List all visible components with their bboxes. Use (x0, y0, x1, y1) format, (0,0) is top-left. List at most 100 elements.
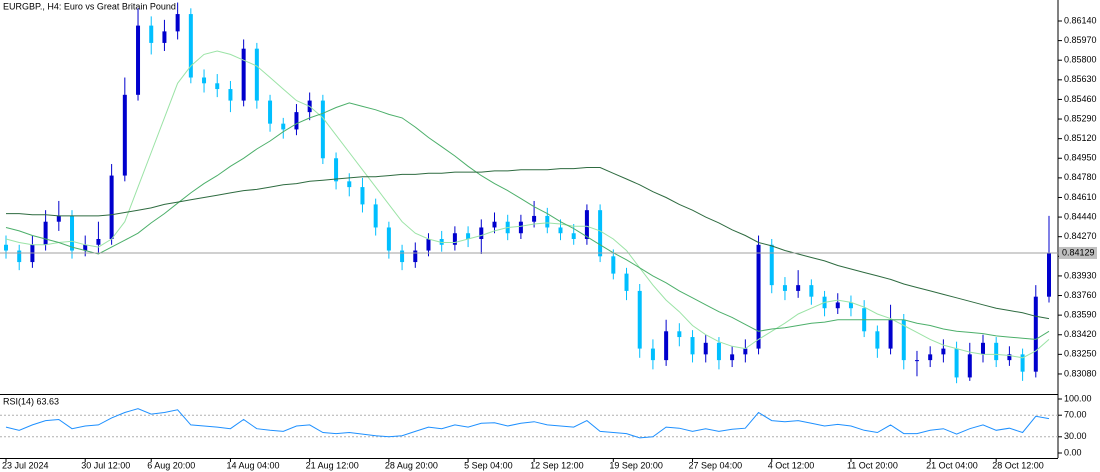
x-tick-label: 23 Jul 2024 (2, 460, 49, 470)
y-tick-label: 0.83420 (1064, 329, 1097, 339)
candle-body (624, 273, 629, 291)
candle-body (914, 360, 919, 362)
candle-body (413, 250, 418, 263)
candle-body (611, 256, 616, 274)
x-tick-label: 28 Oct 12:00 (992, 460, 1044, 470)
candle-body (294, 112, 299, 130)
y-tick-label: 0.84270 (1064, 231, 1097, 241)
candle-body (730, 354, 735, 361)
candle-body (888, 319, 893, 349)
y-tick-label: 0.83930 (1064, 270, 1097, 280)
candle-body (558, 227, 563, 234)
candle-body (254, 48, 259, 101)
rsi-line (5, 408, 1050, 439)
candle-body (598, 210, 603, 257)
candle-body (532, 215, 537, 222)
last-price-box (1059, 246, 1097, 259)
candle-body (122, 94, 127, 176)
candle-body (650, 348, 655, 361)
y-tick-label: 0.85290 (1064, 113, 1097, 123)
candle-body (756, 244, 761, 349)
candle-body (360, 187, 365, 205)
candle-body (386, 227, 391, 251)
candle-body (83, 244, 88, 251)
candle-body (835, 302, 840, 309)
y-tick-label: 0.83080 (1064, 368, 1097, 378)
candle-body (941, 348, 946, 355)
candle-body (149, 25, 154, 43)
y-tick-label: 0.00 (1064, 447, 1082, 457)
candle-body (703, 342, 708, 355)
candle-body (809, 285, 814, 297)
y-tick-label: 0.86140 (1064, 15, 1097, 25)
y-tick-label: 0.83760 (1064, 290, 1097, 300)
y-tick-label: 0.85970 (1064, 35, 1097, 45)
x-tick-label: 30 Jul 12:00 (81, 460, 130, 470)
candle-body (1047, 252, 1051, 297)
candle-body (584, 210, 589, 240)
x-tick-label: 21 Aug 12:00 (306, 460, 359, 470)
x-tick-label: 14 Aug 04:00 (226, 460, 279, 470)
candle-body (109, 175, 114, 240)
chart-title: EURGBP., H4: Euro vs Great Britain Pound (3, 1, 176, 11)
moving-average (5, 50, 1050, 359)
candle-body (228, 89, 233, 101)
candle-body (690, 337, 695, 355)
candle-body (796, 285, 801, 291)
candle-body (571, 233, 576, 240)
rsi-title: RSI(14) 63.63 (3, 396, 59, 406)
candle-body (743, 348, 748, 355)
candle-body (782, 285, 787, 291)
candle-body (281, 123, 286, 130)
candle-body (875, 331, 880, 349)
candle-body (677, 331, 682, 338)
x-tick-label: 11 Oct 20:00 (847, 460, 898, 470)
candle-body (347, 181, 352, 188)
candle-body (96, 239, 101, 245)
last-price-label: 0.84129 (1062, 247, 1095, 257)
candle-body (928, 354, 933, 361)
candle-body (848, 302, 853, 309)
candle-body (466, 233, 471, 240)
candle-body (4, 244, 8, 251)
moving-average (6, 167, 1050, 320)
candle-body (56, 215, 61, 222)
candle-body (637, 290, 642, 349)
candle-body (901, 319, 906, 361)
x-tick-label: 27 Sep 04:00 (689, 460, 743, 470)
candle-body (452, 233, 457, 245)
y-tick-label: 0.83590 (1064, 310, 1097, 320)
candle-body (202, 77, 207, 84)
candle-body (400, 250, 405, 263)
candle-body (1033, 296, 1038, 372)
candle-body (241, 48, 246, 101)
candle-body (188, 14, 193, 78)
x-tick-label: 6 Aug 20:00 (147, 460, 195, 470)
x-tick-label: 4 Oct 12:00 (768, 460, 815, 470)
candle-body (439, 239, 444, 245)
candle-body (17, 250, 22, 263)
candle-body (426, 239, 431, 251)
y-tick-label: 0.84950 (1064, 153, 1097, 163)
candle-body (545, 215, 550, 228)
candle-body (1007, 354, 1012, 361)
candle-body (492, 221, 497, 228)
candle-body (769, 244, 774, 286)
y-tick-label: 0.84780 (1064, 172, 1097, 182)
y-tick-label: 0.85120 (1064, 133, 1097, 143)
y-tick-label: 0.84610 (1064, 192, 1097, 202)
candle-body (43, 221, 48, 245)
x-tick-label: 5 Sep 04:00 (464, 460, 513, 470)
y-tick-label: 0.85630 (1064, 74, 1097, 84)
candle-body (954, 348, 959, 378)
candle-body (994, 342, 999, 361)
candle-body (334, 158, 339, 182)
candle-body (716, 342, 721, 361)
y-tick-label: 0.84440 (1064, 211, 1097, 221)
y-tick-label: 30.00 (1064, 431, 1087, 441)
candle-body (320, 100, 325, 159)
candle-body (518, 221, 523, 234)
candle-body (268, 100, 273, 124)
